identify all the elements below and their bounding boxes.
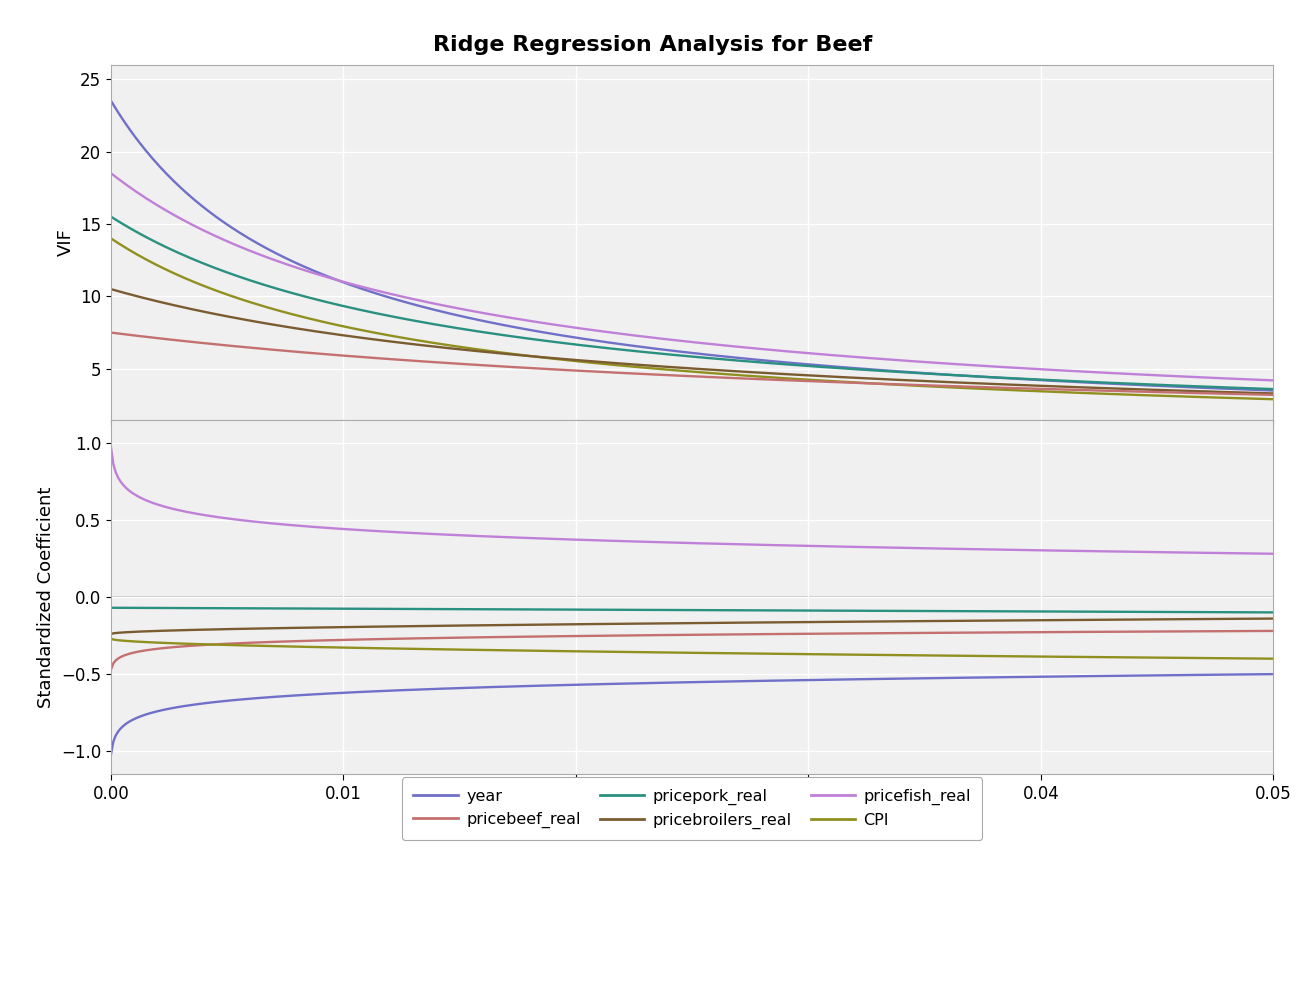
Text: Ridge Regression Analysis for Beef: Ridge Regression Analysis for Beef <box>434 35 872 55</box>
X-axis label: Ridge Parameter: Ridge Parameter <box>616 811 768 829</box>
Y-axis label: VIF: VIF <box>56 229 74 256</box>
Legend: year, pricebeef_real, pricepork_real, pricebroilers_real, pricefish_real, CPI: year, pricebeef_real, pricepork_real, pr… <box>402 777 982 840</box>
Y-axis label: Standardized Coefficient: Standardized Coefficient <box>38 486 55 708</box>
